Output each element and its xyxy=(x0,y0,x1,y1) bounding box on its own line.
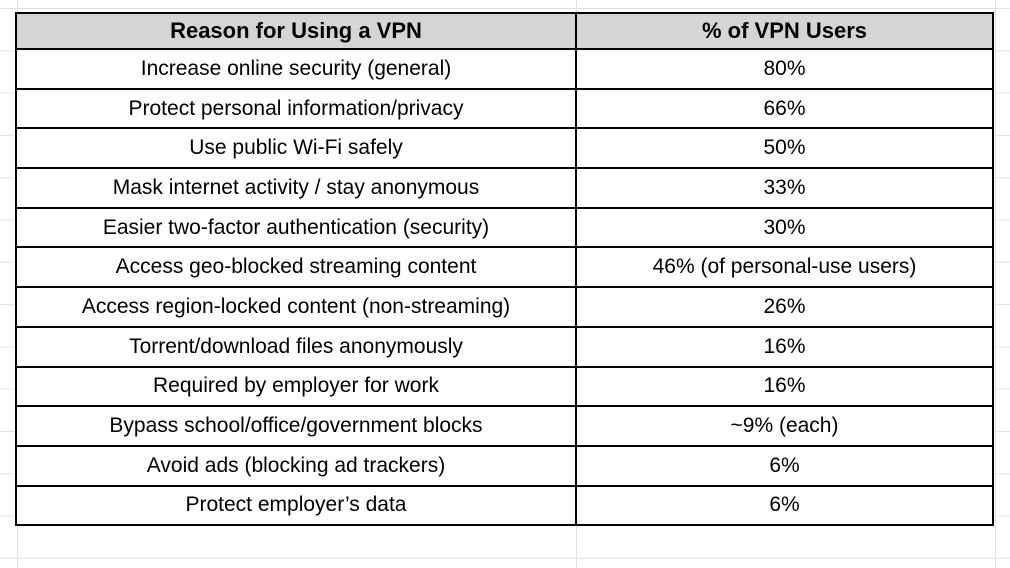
percent-cell[interactable]: 26% xyxy=(575,286,994,328)
percent-cell[interactable]: 33% xyxy=(575,167,994,209)
percent-cell[interactable]: 16% xyxy=(575,325,994,368)
table-row: Bypass school/office/government blocks ~9… xyxy=(15,405,994,447)
table-row: Protect employer’s data 6% xyxy=(15,484,994,527)
percent-cell[interactable]: 66% xyxy=(575,87,994,130)
percent-cell[interactable]: 80% xyxy=(575,48,994,90)
column-header-reason[interactable]: Reason for Using a VPN xyxy=(15,12,577,50)
table-row: Avoid ads (blocking ad trackers) 6% xyxy=(15,444,994,487)
reason-cell[interactable]: Protect personal information/privacy xyxy=(15,87,577,130)
reason-cell[interactable]: Increase online security (general) xyxy=(15,48,577,90)
table-row: Mask internet activity / stay anonymous 3… xyxy=(15,167,994,209)
percent-cell[interactable]: 6% xyxy=(575,484,994,527)
header-row: Reason for Using a VPN % of VPN Users xyxy=(15,12,994,50)
percent-cell[interactable]: ~9% (each) xyxy=(575,405,994,447)
reason-cell[interactable]: Access region-locked content (non-stream… xyxy=(15,286,577,328)
percent-cell[interactable]: 6% xyxy=(575,444,994,487)
table-row: Use public Wi-Fi safely 50% xyxy=(15,127,994,170)
table-row: Torrent/download files anonymously 16% xyxy=(15,325,994,368)
sheet-gridline-vertical xyxy=(995,0,996,568)
percent-cell[interactable]: 50% xyxy=(575,127,994,170)
reason-cell[interactable]: Use public Wi-Fi safely xyxy=(15,127,577,170)
percent-cell[interactable]: 16% xyxy=(575,365,994,408)
table-row: Access region-locked content (non-stream… xyxy=(15,286,994,328)
vpn-usage-table: Reason for Using a VPN % of VPN Users In… xyxy=(15,12,994,527)
percent-cell[interactable]: 46% (of personal-use users) xyxy=(575,246,994,289)
table-row: Easier two-factor authentication (securi… xyxy=(15,206,994,249)
reason-cell[interactable]: Required by employer for work xyxy=(15,365,577,408)
reason-cell[interactable]: Protect employer’s data xyxy=(15,484,577,527)
reason-cell[interactable]: Easier two-factor authentication (securi… xyxy=(15,206,577,249)
table-row: Access geo-blocked streaming content 46% … xyxy=(15,246,994,289)
reason-cell[interactable]: Bypass school/office/government blocks xyxy=(15,405,577,447)
reason-cell[interactable]: Avoid ads (blocking ad trackers) xyxy=(15,444,577,487)
percent-cell[interactable]: 30% xyxy=(575,206,994,249)
table-row: Protect personal information/privacy 66% xyxy=(15,87,994,130)
column-header-percent[interactable]: % of VPN Users xyxy=(575,12,994,50)
table-row: Required by employer for work 16% xyxy=(15,365,994,408)
reason-cell[interactable]: Mask internet activity / stay anonymous xyxy=(15,167,577,209)
reason-cell[interactable]: Access geo-blocked streaming content xyxy=(15,246,577,289)
table-row: Increase online security (general) 80% xyxy=(15,48,994,90)
reason-cell[interactable]: Torrent/download files anonymously xyxy=(15,325,577,368)
